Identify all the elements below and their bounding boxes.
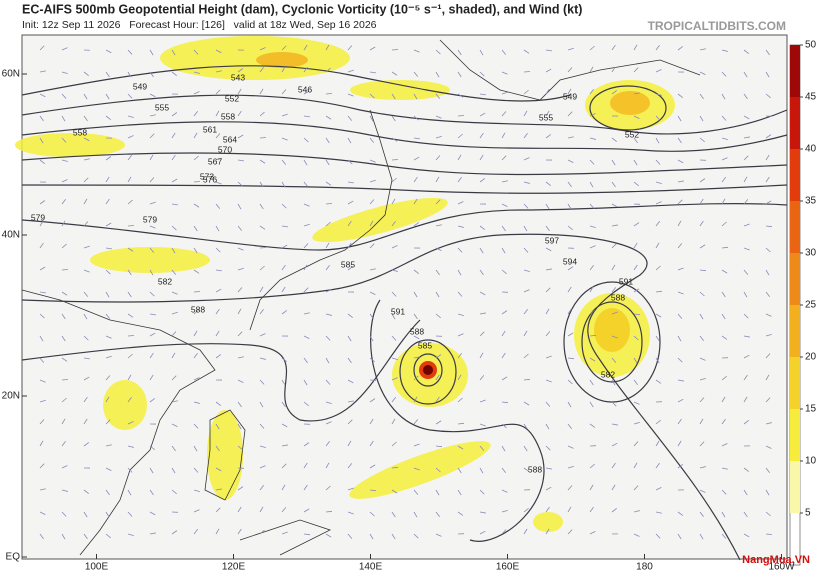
contour-label: 567 [208,156,222,166]
wind-barb [392,49,398,50]
brand: TROPICALTIDBITS.COM [648,19,786,33]
contour-label: 588 [611,292,625,302]
wind-barb [194,181,200,182]
contour-label: 582 [601,369,615,379]
colorbar-label: 15 [805,404,817,415]
colorbar-segment [790,253,800,305]
contour-label: 552 [625,129,639,139]
contour-label: 549 [133,81,147,91]
lon-label: 180 [636,562,653,573]
colorbar-label: 5 [805,508,811,519]
colorbar-segment [790,201,800,253]
colorbar-label: 25 [805,300,817,311]
contour-label: 561 [203,124,217,134]
contour-label: 588 [191,304,205,314]
contour-label: 585 [418,340,432,350]
colorbar-label: 30 [805,248,817,259]
wind-barb [260,137,266,138]
contour-label: 552 [225,93,239,103]
subtitle: Init: 12z Sep 11 2026 Forecast Hour: [12… [22,19,377,31]
lon-label: 100E [85,562,109,573]
contour-label: 555 [155,102,169,112]
colorbar-segment [790,357,800,409]
contour-label: 558 [221,111,235,121]
lon-label: 120E [222,562,246,573]
contour-label: 564 [223,134,237,144]
wind-barb [326,93,332,94]
contour-label: 555 [539,112,553,122]
wind-barb [62,269,68,270]
contour-label: 597 [545,235,559,245]
title: EC-AIFS 500mb Geopotential Height (dam),… [22,2,582,16]
contour-label: 591 [391,306,405,316]
lat-label: 40N [2,230,20,241]
contour-label: 594 [563,256,577,266]
lon-label: 160W [768,562,795,573]
lat-label: 60N [2,69,20,80]
contour-label: 585 [341,259,355,269]
contour-label: 576 [203,174,217,184]
colorbar-segment [790,97,800,149]
contour-label: 582 [158,276,172,286]
colorbar-segment [790,305,800,357]
contour-label: 588 [410,326,424,336]
colorbar-label: 50 [805,40,817,51]
contour-label: 546 [298,84,312,94]
colorbar-label: 20 [805,352,817,363]
contour-label: 579 [143,214,157,224]
colorbar-label: 10 [805,456,817,467]
colorbar-label: 45 [805,92,817,103]
lon-label: 140E [359,562,383,573]
contour-label: 549 [563,91,577,101]
contour-label: 558 [73,127,87,137]
contour-label: 591 [619,276,633,286]
lon-label: 160E [496,562,520,573]
colorbar-label: 40 [805,144,817,155]
contour-label: 570 [218,144,232,154]
colorbar-segment [790,409,800,461]
colorbar-segment [790,149,800,201]
contour-label: 588 [528,464,542,474]
contour-label: 579 [31,212,45,222]
wind-barb [128,225,134,226]
lat-label: EQ [6,552,21,563]
colorbar-segment [790,461,800,513]
colorbar-segment [790,45,800,97]
contour-label: 543 [231,72,245,82]
lat-label: 20N [2,391,20,402]
colorbar-label: 35 [805,196,817,207]
